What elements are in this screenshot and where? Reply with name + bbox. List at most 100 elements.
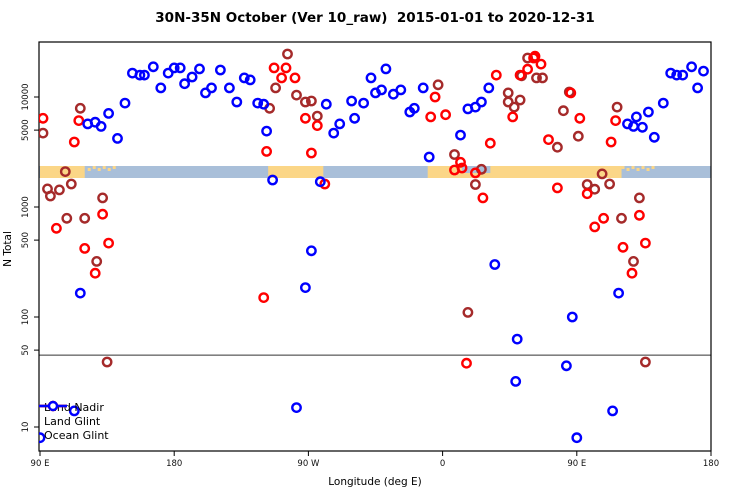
scatter-point [604, 178, 615, 190]
scatter-point [417, 82, 429, 94]
scatter-point [440, 109, 451, 121]
scatter-point [531, 72, 542, 84]
scatter-point [289, 72, 301, 84]
scatter-point [395, 84, 407, 96]
scatter-point [168, 62, 180, 74]
scatter-point [328, 127, 340, 139]
scatter-point [68, 136, 80, 148]
scatter-point [522, 63, 533, 75]
scatter-point [162, 67, 174, 79]
map-strip-island [92, 166, 96, 169]
scatter-point [429, 91, 441, 103]
scatter-point [134, 69, 146, 81]
scatter-point [469, 179, 481, 190]
scatter-point [408, 102, 420, 114]
scatter-point [537, 72, 548, 84]
scatter-point [261, 125, 272, 137]
scatter-point [671, 69, 683, 81]
scatter-point [483, 82, 495, 94]
scatter-point [640, 237, 651, 249]
x-tick-label: 180 [703, 459, 719, 469]
scatter-point [91, 255, 103, 267]
scatter-point [611, 101, 623, 113]
scatter-point [634, 192, 645, 204]
scatter-point [112, 132, 123, 144]
scatter-point [39, 127, 49, 139]
scatter-point [543, 134, 554, 146]
scatter-point [223, 82, 235, 94]
legend: Land Nadir Land Glint Ocean Glint [38, 400, 109, 442]
chart-title: 30N-35N October (Ver 10_raw) 2015-01-01 … [155, 10, 595, 26]
scatter-point [299, 112, 311, 124]
legend-label: Land Nadir [44, 400, 104, 414]
scatter-point [535, 58, 547, 70]
scatter-point [610, 115, 621, 127]
scatter-point [572, 130, 584, 142]
scatter-point [101, 356, 113, 368]
scatter-point [698, 65, 709, 77]
series-ocean-glint [39, 61, 709, 444]
map-strip-island [621, 166, 625, 169]
scatter-point [39, 432, 46, 444]
scatter-point [365, 72, 377, 84]
scatter-point [252, 97, 264, 109]
scatter-point [97, 208, 109, 220]
scatter-point [607, 405, 618, 417]
scatter-point [469, 101, 481, 113]
scatter-point [282, 48, 293, 60]
map-strip-island [87, 168, 91, 171]
scatter-point [566, 311, 578, 323]
scatter-point [484, 137, 496, 149]
scatter-point [299, 282, 311, 293]
scatter-point [552, 141, 563, 153]
scatter-point [244, 74, 256, 86]
scatter-point [477, 192, 489, 204]
scatter-point [97, 192, 109, 204]
scatter-point [258, 98, 270, 110]
scatter-point [598, 212, 609, 224]
y-tick-label: 50 [21, 345, 31, 356]
scatter-point [643, 106, 654, 118]
scatter-point [311, 110, 323, 122]
map-strip-island [641, 166, 645, 169]
scatter-point [657, 97, 669, 109]
scatter-point [686, 61, 697, 73]
scatter-point [514, 69, 526, 81]
map-strip-island [102, 166, 106, 169]
scatter-point [475, 96, 487, 108]
scatter-point [581, 188, 593, 200]
scatter-point [305, 95, 317, 107]
map-strip-island [97, 168, 101, 171]
scatter-point [79, 212, 91, 224]
scatter-point [68, 405, 80, 417]
scatter-point [334, 118, 346, 130]
x-tick-label: 90 E [31, 459, 50, 469]
scatter-point [194, 63, 205, 75]
scatter-point [677, 69, 689, 81]
scatter-point [358, 97, 369, 109]
scatter-point [270, 82, 281, 94]
scatter-point [305, 245, 317, 257]
map-strip-island [646, 168, 650, 171]
x-tick-label: 90 E [567, 459, 586, 469]
scatter-point [291, 402, 302, 413]
scatter-point [461, 357, 472, 369]
legend-label: Ocean Glint [44, 428, 109, 442]
plot-border [38, 41, 712, 452]
scatter-point [276, 72, 287, 84]
map-strip-island [107, 168, 111, 171]
scatter-point [299, 96, 311, 108]
map-strip-island [631, 166, 635, 169]
scatter-point [258, 292, 270, 303]
scatter-point [61, 212, 73, 224]
scatter-point [186, 71, 198, 83]
scatter-point [425, 111, 437, 123]
scatter-point [510, 375, 522, 387]
scatter-point [238, 72, 250, 84]
scatter-point [613, 287, 624, 299]
scatter-point [346, 95, 357, 107]
scatter-point [51, 222, 62, 234]
scatter-point [45, 190, 56, 202]
